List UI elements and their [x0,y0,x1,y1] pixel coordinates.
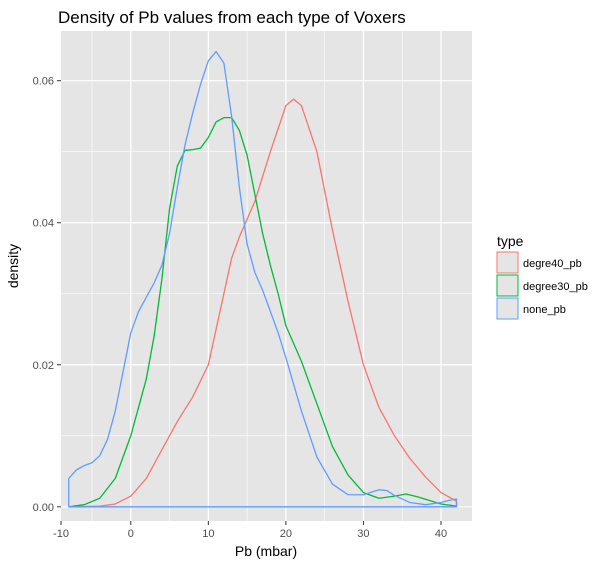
x-tick-label: 0 [128,528,134,540]
chart-title: Density of Pb values from each type of V… [58,8,406,27]
x-tick-label: 40 [435,528,447,540]
legend-title: type [497,233,524,249]
x-tick-label: 10 [202,528,214,540]
y-tick-label: 0.02 [33,360,54,372]
density-line-none_pb [68,50,458,508]
legend-label-degre40_pb: degre40_pb [523,258,582,270]
x-tick-label: 30 [357,528,369,540]
y-tick-label: 0.00 [33,502,54,514]
legend-key-degree30_pb [496,274,519,297]
legend-items: degre40_pb degree30_pb none_pb [496,251,588,320]
legend-key-none_pb [496,297,519,320]
y-tick-label: 0.06 [33,76,54,88]
density-curves [68,50,458,508]
x-tick-label: 20 [280,528,292,540]
legend-label-none_pb: none_pb [523,304,566,316]
x-tick-label: -10 [53,528,69,540]
y-tick-label: 0.04 [33,218,54,230]
y-axis-label: density [5,244,21,288]
density-line-degre40_pb [68,98,458,508]
x-axis-label: Pb (mbar) [235,543,297,559]
legend-key-degre40_pb [496,251,519,274]
axes: -10 0 10 20 30 40 0.00 0.02 0.04 0.06 [33,76,448,540]
density-line-degree30_pb [68,116,458,508]
legend: type degre40_pb degree30_pb none_pb [496,233,588,320]
plot-panel [61,31,472,521]
legend-label-degree30_pb: degree30_pb [523,281,588,293]
